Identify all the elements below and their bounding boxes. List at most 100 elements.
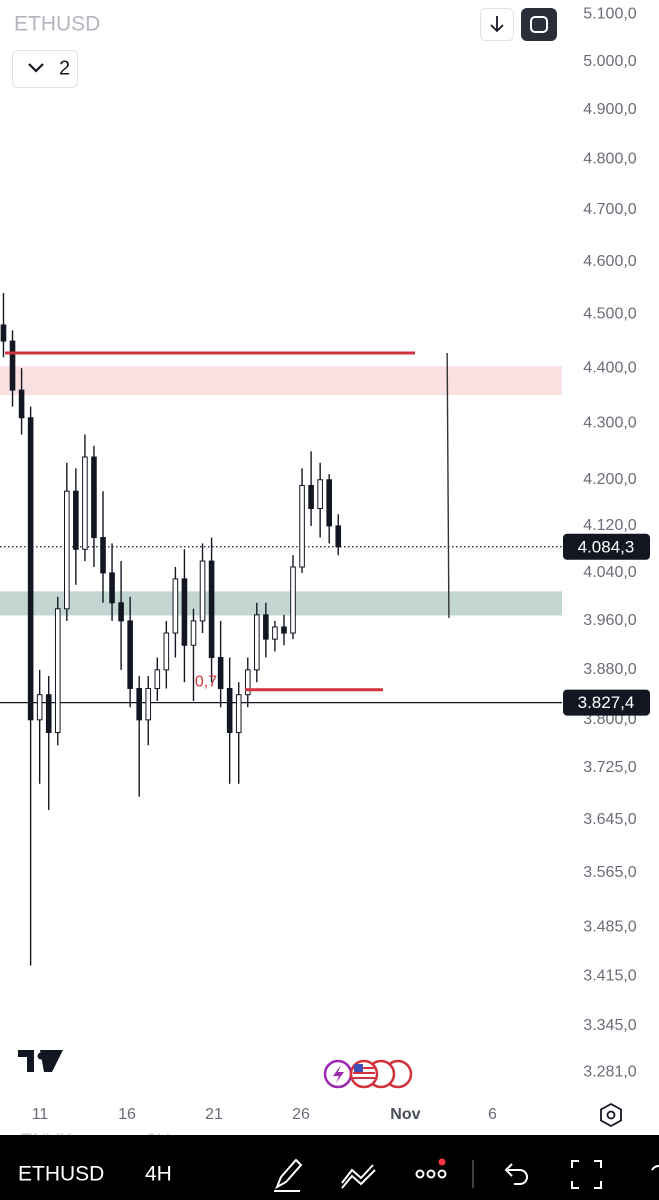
candle-body — [0, 324, 7, 342]
candle-body — [326, 479, 332, 527]
y-tick-label: 4.800,0 — [583, 151, 636, 168]
candle-body — [181, 578, 188, 646]
y-tick-label: 4.900,0 — [583, 101, 636, 118]
y-tick-label: 3.960,0 — [583, 612, 636, 629]
notification-dot — [438, 1158, 446, 1166]
candle-body — [208, 560, 215, 659]
candle-body — [64, 490, 70, 610]
symbol-title: ETHUSD — [14, 13, 100, 36]
y-tick-label: 5.000,0 — [583, 53, 636, 70]
dot — [437, 1169, 447, 1179]
y-tick-label: 4.400,0 — [583, 359, 636, 376]
price-label-box — [563, 533, 650, 560]
zone — [0, 591, 562, 616]
y-tick-label: 4.040,0 — [583, 564, 636, 581]
candle-body — [136, 687, 142, 721]
y-tick-label: 4.200,0 — [583, 471, 636, 488]
candle-body — [299, 484, 305, 568]
candle-body — [172, 578, 179, 634]
y-tick-label: 3.645,0 — [583, 811, 636, 828]
y-tick-label: 3.415,0 — [583, 967, 636, 984]
settings-icon-center — [606, 1110, 616, 1120]
y-tick-label: 3.281,0 — [583, 1063, 636, 1080]
drawing-line — [446, 352, 450, 618]
x-tick-label: 16 — [118, 1106, 136, 1123]
fullscreen-toolbar-icon[interactable] — [571, 1160, 602, 1189]
y-tick-label: 4.300,0 — [583, 415, 636, 432]
x-tick-label: 21 — [205, 1106, 223, 1123]
candle-body — [290, 566, 296, 634]
fullscreen-button[interactable] — [521, 8, 557, 41]
candle-body — [27, 417, 34, 721]
settings-icon[interactable] — [600, 1102, 622, 1128]
dot — [426, 1169, 436, 1179]
x-tick-label: 11 — [32, 1106, 49, 1123]
candle-body — [9, 340, 16, 391]
more-icon[interactable] — [415, 1158, 447, 1179]
draw-icon[interactable] — [274, 1158, 303, 1192]
y-tick-label: 4.120,0 — [583, 517, 636, 534]
toolbar-interval[interactable]: 4H — [145, 1163, 172, 1186]
x-tick-label: 26 — [292, 1106, 310, 1123]
flag-icons[interactable] — [349, 1059, 413, 1089]
candle-body — [244, 669, 251, 696]
candle-body — [163, 632, 170, 671]
candle-body — [199, 560, 206, 622]
collapse-button[interactable] — [12, 50, 78, 88]
x-tick-label: 6 — [488, 1106, 497, 1123]
candle-body — [154, 669, 161, 689]
candle-body — [100, 537, 106, 574]
candle-body — [82, 456, 88, 550]
candle-body — [308, 484, 314, 509]
candle-body — [73, 490, 79, 550]
y-tick-label: 4.700,0 — [583, 201, 636, 218]
plot: 5.100,0 5.000,0 4.900,0 4.800,0 4.700,0 4.600… — [0, 5, 637, 1123]
flag-canton — [354, 1064, 363, 1072]
candle-body — [190, 620, 197, 646]
zone — [0, 366, 562, 396]
collapse-count: 2 — [59, 57, 70, 79]
y-tick-label: 3.725,0 — [583, 759, 636, 776]
candle-body — [263, 614, 269, 640]
x-tick-label: Nov — [390, 1106, 420, 1123]
annotation: 0,7 — [195, 673, 217, 690]
candle-body — [145, 687, 152, 721]
candle-body — [36, 694, 43, 721]
y-tick-label: 3.345,0 — [583, 1017, 636, 1034]
chevron-icon — [28, 63, 44, 73]
undo-icon[interactable] — [504, 1163, 528, 1185]
candle-body — [317, 479, 323, 509]
toolbar — [0, 1135, 659, 1200]
fullscreen-icon — [530, 16, 548, 33]
candle-body — [18, 389, 25, 419]
y-tick-label: 3.880,0 — [583, 661, 636, 678]
candle-body — [254, 614, 260, 671]
candle-body — [235, 694, 242, 733]
y-tick-label: 3.565,0 — [583, 864, 636, 881]
y-tick-label: 5.100,0 — [583, 5, 636, 22]
y-tick-label: 3.485,0 — [583, 919, 636, 936]
toolbar-symbol[interactable]: ETHUSD — [18, 1163, 104, 1186]
dot — [415, 1169, 425, 1179]
logo-dot — [37, 1052, 45, 1060]
price-label: 3.827,4 — [578, 693, 635, 712]
y-tick-label: 4.500,0 — [583, 305, 636, 322]
price-label-box — [563, 689, 650, 716]
tradingview-logo — [18, 1050, 63, 1072]
candle-body — [217, 657, 224, 689]
candle-body — [45, 694, 52, 733]
candle-body — [272, 626, 278, 640]
candle-body — [127, 620, 133, 689]
candle-body — [335, 525, 342, 548]
price-label: 4.084,3 — [578, 537, 635, 556]
y-tick-label: 4.600,0 — [583, 253, 636, 270]
candle-body — [91, 456, 97, 539]
candle-body — [54, 608, 61, 733]
candle-body — [281, 626, 287, 634]
arrow-down-icon — [490, 16, 504, 33]
candle-body — [109, 572, 115, 604]
indicators-icon[interactable] — [341, 1164, 376, 1189]
candle-body — [226, 687, 233, 733]
